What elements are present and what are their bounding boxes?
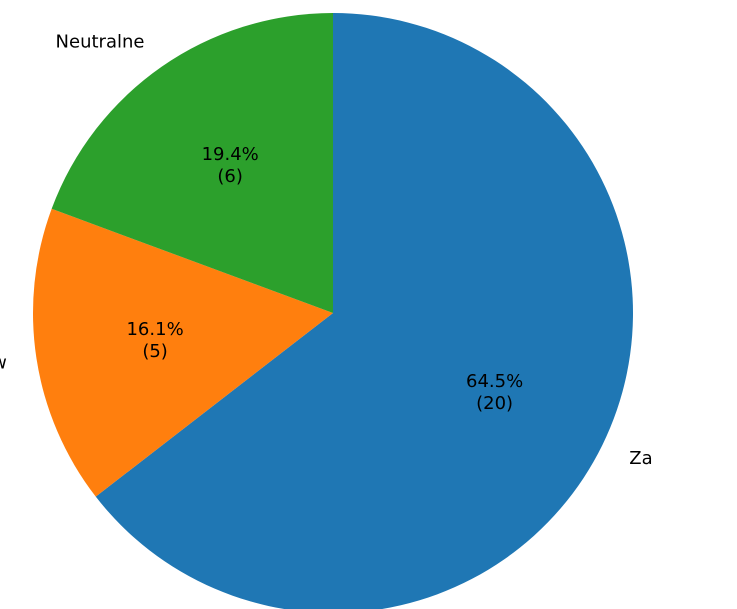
slice-count-label-za: (20) [476,393,513,414]
slice-count-label-przeciw: (5) [142,341,168,362]
slice-category-label-za: Za [629,448,652,469]
pie-slice-przeciw [32,208,333,497]
pie-slice-neutralne [51,13,334,313]
slices-layer [32,13,634,609]
slice-percent-label-przeciw: 16.1% [126,319,183,340]
slice-category-label-przeciw: Przeciw [0,352,7,373]
labels-layer: 64.5%(20) Za 16.1%(5) Przeciw 19.4%(6) Neutra… [0,32,653,469]
slice-category-label-neutralne: Neutralne [56,32,145,53]
pie-slice-za [95,13,634,609]
slice-count-label-neutralne: (6) [217,166,243,187]
slice-percent-label-neutralne: 19.4% [202,144,259,165]
slice-percent-label-za: 64.5% [466,371,523,392]
